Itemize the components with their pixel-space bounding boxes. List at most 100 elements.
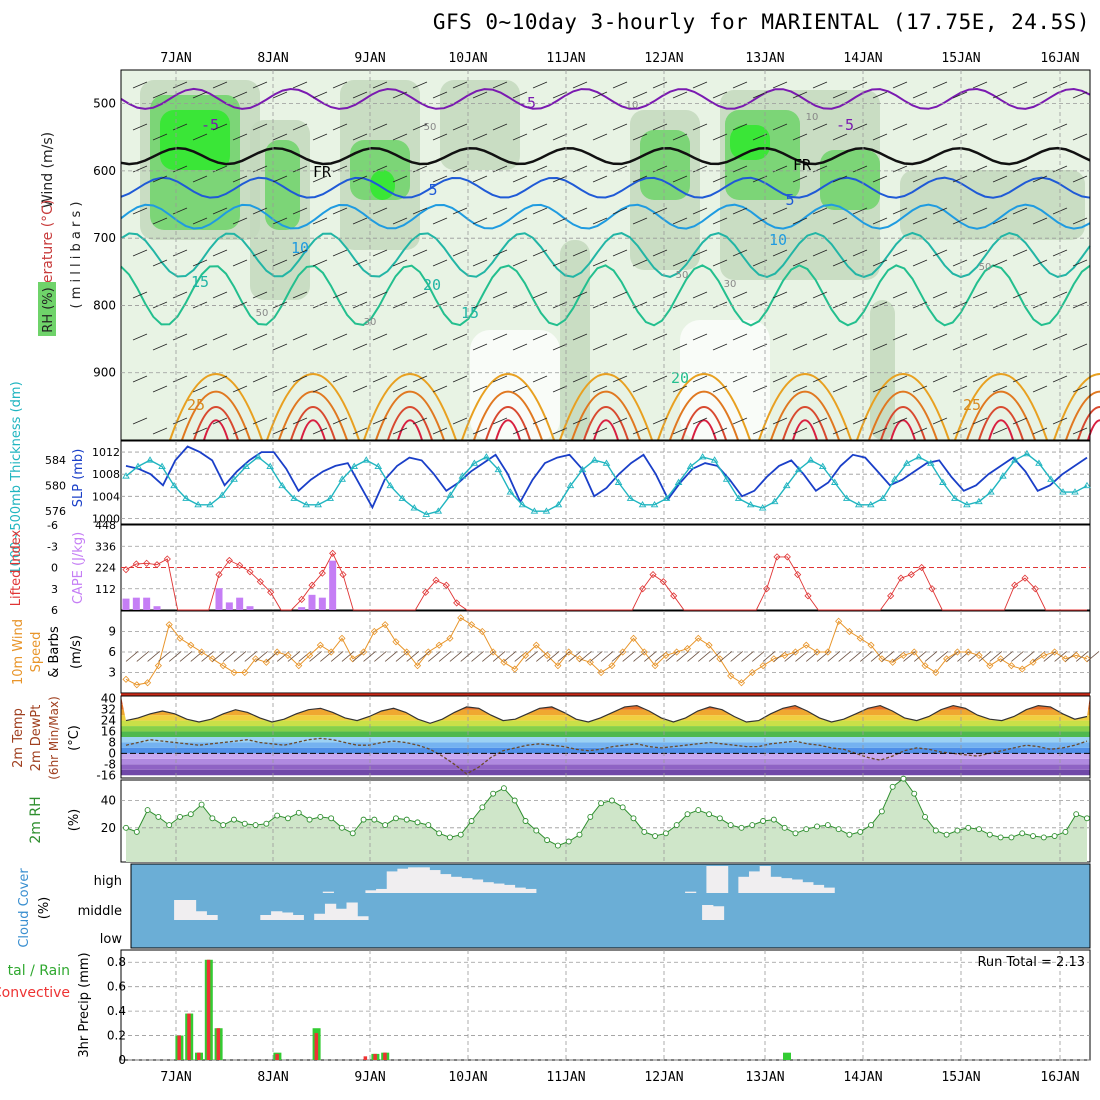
warm-contour: [559, 373, 653, 441]
wind-barb: [152, 343, 168, 351]
thickness-point: [614, 478, 623, 485]
wind-speed-point: [154, 662, 162, 670]
warm-contour: [1053, 373, 1100, 441]
thickness-point: [758, 504, 767, 511]
rh-point: [662, 830, 669, 837]
top-date-label: 12JAN: [644, 51, 683, 66]
cape-bar: [153, 606, 161, 610]
rh-point: [403, 816, 410, 823]
wind-barb: [672, 259, 688, 267]
contour-label: 25: [187, 396, 205, 414]
top-date-label: 14JAN: [843, 51, 882, 66]
wind-speed-point: [619, 648, 627, 656]
rh-point: [220, 822, 227, 829]
cape-bar: [329, 560, 337, 610]
wind-barb: [512, 217, 528, 225]
warm-contour: [669, 390, 739, 441]
wind-barb: [632, 175, 648, 183]
wind-barb: [1032, 343, 1048, 351]
thickness-point: [963, 500, 971, 508]
rh-point: [792, 830, 799, 837]
wind-barb: [772, 417, 788, 425]
rh-point: [360, 816, 367, 823]
surface-wind-barb: [784, 651, 797, 662]
wind-speed-point: [478, 627, 486, 636]
wind-barb: [392, 175, 408, 183]
wind-barb: [332, 249, 348, 257]
cloud-bar-high: [376, 888, 388, 893]
cape-axis-label: CAPE (J/kg): [71, 532, 86, 604]
wind-speed-point: [932, 668, 940, 677]
wind-barb: [812, 417, 828, 425]
rh-point: [932, 827, 939, 834]
thickness-point: [566, 481, 575, 489]
warm-contour: [1065, 390, 1100, 441]
thickness-point: [842, 494, 851, 501]
wind-barb: [592, 385, 608, 393]
wind-barb: [832, 175, 848, 183]
rh-point: [673, 822, 680, 829]
thickness-point: [638, 500, 647, 508]
wind-barb: [612, 207, 628, 215]
wind-barb: [412, 375, 428, 383]
rh-point: [339, 824, 345, 831]
slp-line: [125, 445, 1088, 510]
rh-point: [490, 790, 497, 797]
wind-barb: [272, 175, 288, 183]
wind-barb: [912, 343, 928, 351]
rh-shading: [730, 125, 770, 160]
wind-barb: [992, 427, 1008, 435]
wind-barb: [992, 259, 1008, 267]
wind-barb: [712, 385, 728, 393]
thickness-point: [939, 478, 947, 485]
rh-shading: [820, 150, 880, 210]
wind-barb: [712, 427, 728, 435]
rh-shading: [160, 110, 230, 170]
warm-contour: [266, 373, 360, 441]
wind-barb: [152, 133, 168, 141]
wind-speed-point: [273, 648, 281, 656]
millibars-label: ( m i l l i b a r s ): [69, 202, 84, 309]
y-tick-label: 40: [101, 794, 116, 808]
surface-wind-barb: [1011, 651, 1024, 662]
cloud-bar-high: [471, 879, 484, 893]
wind-speed-point: [597, 668, 605, 677]
cape-li-panel: 448 336 224 112 -6 -3 0 3 6 Lifted Index CAPE (J/k…: [9, 519, 1091, 617]
wind-speed-point: [705, 641, 713, 649]
wind-speed-point: [392, 638, 400, 646]
temp-tick-label: 0: [108, 746, 116, 760]
wind-speed-point: [953, 648, 961, 656]
temperature-band: [121, 737, 1090, 743]
temperature-contour: [120, 146, 1091, 166]
thickness-point: [398, 494, 407, 501]
cape-bar: [225, 602, 233, 610]
warm-contour: [181, 390, 251, 441]
top-date-label: 7JAN: [160, 51, 191, 66]
cloud-bar-middle: [281, 912, 294, 920]
wind-barb: [312, 259, 328, 267]
thickness-point: [494, 465, 503, 473]
thickness-point: [434, 507, 443, 514]
li-point: [918, 563, 926, 572]
wind-axis-label-2: Speed: [29, 632, 44, 673]
wind-barb: [352, 133, 368, 141]
wind-barb: [472, 427, 488, 435]
wind-barb: [772, 207, 788, 215]
surface-wind-barb: [168, 651, 182, 662]
wind-barb: [512, 91, 528, 99]
wind-barb: [932, 207, 948, 215]
li-point: [907, 571, 915, 579]
rh-point: [716, 815, 723, 822]
rh-area: [126, 778, 1087, 862]
wind-barb: [592, 343, 608, 351]
thickness-point: [722, 475, 731, 482]
wind-barb: [492, 249, 508, 257]
thickness-point: [590, 456, 599, 463]
wind-barb: [1072, 175, 1088, 183]
wind-barb: [992, 91, 1008, 99]
wind-speed-point: [219, 662, 227, 670]
cloud-bar-middle: [357, 916, 369, 920]
wind-barb: [432, 259, 448, 267]
surface-wind-barb: [190, 651, 204, 662]
cloud-bar-middle: [324, 903, 337, 920]
